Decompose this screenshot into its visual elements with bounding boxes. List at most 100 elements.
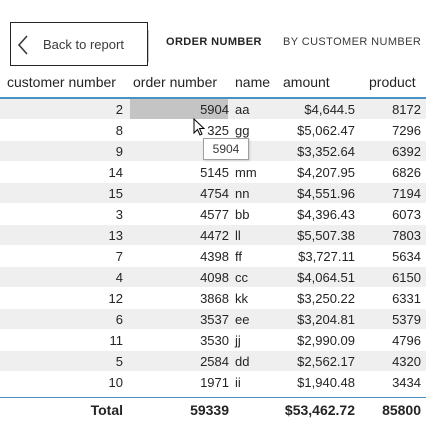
cell-order-number[interactable]: 3537 — [200, 312, 229, 327]
cell-amount[interactable]: $4,064.51 — [297, 270, 355, 285]
table-row[interactable]: 6 3537 ee $3,204.81 5379 — [0, 309, 426, 329]
cell-order-number[interactable]: 4398 — [200, 249, 229, 264]
cell-order-number[interactable]: 3868 — [200, 291, 229, 306]
column-header-amount[interactable]: amount — [283, 74, 330, 90]
cell-customer-number[interactable]: 12 — [108, 291, 123, 306]
cell-order-number[interactable]: 5145 — [200, 165, 229, 180]
cell-amount[interactable]: $5,062.47 — [297, 123, 355, 138]
cell-amount[interactable]: $3,352.64 — [297, 144, 355, 159]
cell-order-number[interactable]: 4754 — [200, 186, 229, 201]
table-row[interactable]: 8 325 gg $5,062.47 7296 — [0, 120, 426, 140]
table-row[interactable]: 11 3530 jj $2,990.09 4796 — [0, 330, 426, 350]
cell-customer-number[interactable]: 7 — [115, 249, 123, 264]
cell-customer-number[interactable]: 14 — [108, 165, 123, 180]
cell-order-number[interactable]: 4577 — [200, 207, 229, 222]
table-header: customer number order number name amount… — [0, 66, 426, 104]
table-row[interactable]: 7 4398 ff $3,727.11 5634 — [0, 246, 426, 266]
cell-name[interactable]: aa — [235, 102, 250, 117]
cell-customer-number[interactable]: 4 — [115, 270, 123, 285]
cell-name[interactable]: dd — [235, 354, 250, 369]
table-row[interactable]: 10 1971 ii $1,940.48 3434 — [0, 372, 426, 392]
cell-order-number[interactable]: 3530 — [200, 333, 229, 348]
tab-order-number[interactable]: ORDER NUMBER — [166, 36, 262, 48]
cell-product[interactable]: 7803 — [392, 228, 421, 243]
cell-amount[interactable]: $2,990.09 — [297, 333, 355, 348]
column-header-name[interactable]: name — [235, 74, 271, 90]
cell-customer-number[interactable]: 5 — [115, 354, 123, 369]
table-row[interactable]: 3 4577 bb $4,396.43 6073 — [0, 204, 426, 224]
cell-customer-number[interactable]: 6 — [115, 312, 123, 327]
cell-name[interactable]: mm — [235, 165, 257, 180]
table-row[interactable]: 5 2584 dd $2,562.17 4320 — [0, 351, 426, 371]
cell-amount[interactable]: $3,727.11 — [298, 249, 355, 264]
header-divider — [0, 97, 426, 99]
total-amount: $53,462.72 — [284, 402, 355, 418]
cell-product[interactable]: 7194 — [392, 186, 421, 201]
cell-amount[interactable]: $4,396.43 — [297, 207, 355, 222]
column-header-customer-number[interactable]: customer number — [7, 74, 116, 90]
cell-product[interactable]: 4796 — [392, 333, 421, 348]
cell-product[interactable]: 3434 — [392, 375, 421, 390]
mouse-pointer-icon — [193, 117, 206, 141]
cell-name[interactable]: kk — [235, 291, 248, 306]
cell-name[interactable]: ll — [235, 228, 241, 243]
cell-product[interactable]: 4320 — [392, 354, 421, 369]
cell-order-number[interactable]: 1971 — [200, 375, 229, 390]
cell-customer-number[interactable]: 15 — [108, 186, 123, 201]
cell-customer-number[interactable]: 9 — [115, 144, 123, 159]
cell-product[interactable]: 8172 — [392, 102, 421, 117]
cell-amount[interactable]: $4,551.96 — [297, 186, 355, 201]
cell-amount[interactable]: $1,940.48 — [297, 375, 355, 390]
selected-cell-highlight — [130, 99, 228, 119]
cell-amount[interactable]: $4,644.5 — [304, 102, 355, 117]
cell-product[interactable]: 6331 — [392, 291, 421, 306]
total-row: Total 59339 $53,462.72 85800 — [0, 398, 426, 422]
total-product: 85800 — [382, 402, 421, 418]
cell-product[interactable]: 6073 — [392, 207, 421, 222]
divider — [148, 30, 149, 62]
cell-product[interactable]: 7296 — [392, 123, 421, 138]
cell-order-number[interactable]: 4098 — [200, 270, 229, 285]
cell-customer-number[interactable]: 8 — [115, 123, 123, 138]
cell-tooltip: 5904 — [203, 138, 249, 160]
cell-name[interactable]: nn — [235, 186, 250, 201]
cell-customer-number[interactable]: 2 — [115, 102, 123, 117]
cell-name[interactable]: ee — [235, 312, 250, 327]
tab-by-customer-number[interactable]: BY CUSTOMER NUMBER — [283, 36, 422, 48]
cell-name[interactable]: ii — [235, 375, 241, 390]
column-header-order-number[interactable]: order number — [133, 74, 218, 90]
cell-amount[interactable]: $3,204.81 — [297, 312, 355, 327]
total-label: Total — [90, 402, 123, 418]
cell-product[interactable]: 6826 — [392, 165, 421, 180]
table-row[interactable]: 14 5145 mm $4,207.95 6826 — [0, 162, 426, 182]
cell-product[interactable]: 5634 — [392, 249, 421, 264]
cell-order-number[interactable]: 325 — [207, 123, 229, 138]
table-row[interactable]: 12 3868 kk $3,250.22 6331 — [0, 288, 426, 308]
cell-product[interactable]: 6150 — [392, 270, 421, 285]
cell-name[interactable]: cc — [235, 270, 248, 285]
cell-name[interactable]: bb — [235, 207, 250, 222]
cell-amount[interactable]: $2,562.17 — [297, 354, 355, 369]
table-row[interactable]: 4 4098 cc $4,064.51 6150 — [0, 267, 426, 287]
cell-amount[interactable]: $3,250.22 — [297, 291, 355, 306]
cell-name[interactable]: ff — [235, 249, 242, 264]
cell-order-number[interactable]: 4472 — [200, 228, 229, 243]
table-row[interactable]: 2 5904 aa $4,644.5 8172 — [0, 99, 426, 119]
cell-customer-number[interactable]: 10 — [108, 375, 123, 390]
cell-amount[interactable]: $4,207.95 — [297, 165, 355, 180]
column-header-product[interactable]: product — [369, 74, 416, 90]
table-row[interactable]: 13 4472 ll $5,507.38 7803 — [0, 225, 426, 245]
cell-amount[interactable]: $5,507.38 — [297, 228, 355, 243]
cell-name[interactable]: jj — [235, 333, 241, 348]
cell-order-number[interactable]: 2584 — [200, 354, 229, 369]
cell-name[interactable]: gg — [235, 123, 250, 138]
total-divider — [0, 397, 426, 398]
cell-order-number[interactable]: 5904 — [200, 102, 229, 117]
cell-product[interactable]: 5379 — [392, 312, 421, 327]
cell-customer-number[interactable]: 13 — [108, 228, 123, 243]
cell-customer-number[interactable]: 3 — [115, 207, 123, 222]
back-to-report-button[interactable]: Back to report — [10, 22, 148, 66]
table-row[interactable]: 15 4754 nn $4,551.96 7194 — [0, 183, 426, 203]
cell-product[interactable]: 6392 — [392, 144, 421, 159]
cell-customer-number[interactable]: 11 — [109, 333, 124, 348]
